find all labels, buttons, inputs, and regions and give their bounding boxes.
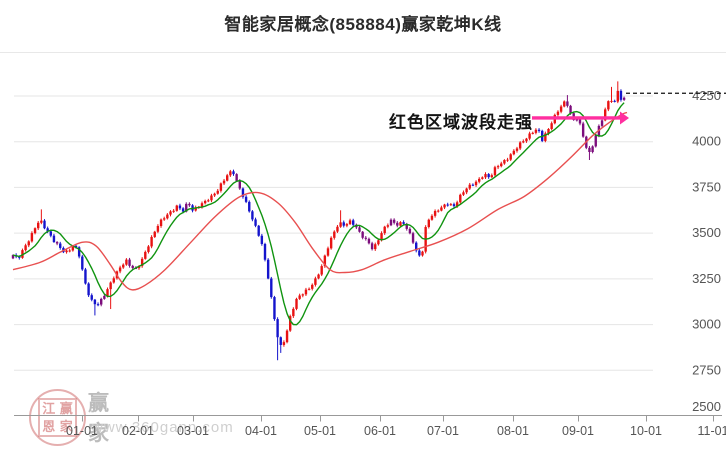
candlesticks (11, 81, 626, 361)
seal-char: 家 (59, 418, 73, 434)
page-title: 智能家居概念(858884)赢家乾坤K线 (224, 15, 502, 34)
watermark-url-text: www.360gann.com (92, 419, 234, 436)
annotation-arrow-head (620, 111, 629, 125)
seal-char: 江 (42, 401, 56, 417)
wave-slow-line (12, 111, 628, 291)
x-axis-label: 05-01 (304, 424, 336, 438)
x-axis-label: 03-01 (177, 424, 209, 438)
moving-average-lines (12, 102, 628, 326)
y-axis-label: 2750 (692, 362, 721, 377)
annotation-label: 红色区域波段走强 (389, 113, 533, 132)
x-axis-label: 09-01 (562, 424, 594, 438)
y-axis-label: 4250 (692, 88, 721, 103)
title-separator (0, 52, 726, 53)
x-axis-label: 02-01 (122, 424, 154, 438)
watermark-brand-text: 赢家江恩软件 (88, 392, 111, 445)
y-axis-label: 2500 (692, 399, 721, 414)
gann-seal-characters: 江 赢 恩 家 (38, 398, 77, 437)
y-axis-label: 3500 (692, 225, 721, 240)
gann-seal-logo: 江 赢 恩 家 (29, 389, 86, 446)
x-axis-label: 08-01 (497, 424, 529, 438)
x-axis-label: 01-01 (66, 424, 98, 438)
x-axis-label: 10-01 (630, 424, 662, 438)
y-axis-label: 3000 (692, 317, 721, 332)
x-axis-label: 07-01 (427, 424, 459, 438)
grid-lines (14, 95, 653, 371)
x-axis-label: 06-01 (364, 424, 396, 438)
y-axis-label: 3750 (692, 179, 721, 194)
ma-fast-line (12, 102, 625, 326)
seal-char: 赢 (59, 401, 73, 417)
y-axis-label: 3250 (692, 271, 721, 286)
axes: 01-01 02-01 03-01 04-01 05-01 06-01 07-01 08-01… (14, 88, 726, 438)
x-axis-label: 04-01 (245, 424, 277, 438)
y-axis-label: 4000 (692, 134, 721, 149)
price-line-and-arrow (532, 92, 726, 125)
seal-char: 恩 (42, 418, 56, 434)
x-axis-label: 11-01 (697, 424, 726, 438)
